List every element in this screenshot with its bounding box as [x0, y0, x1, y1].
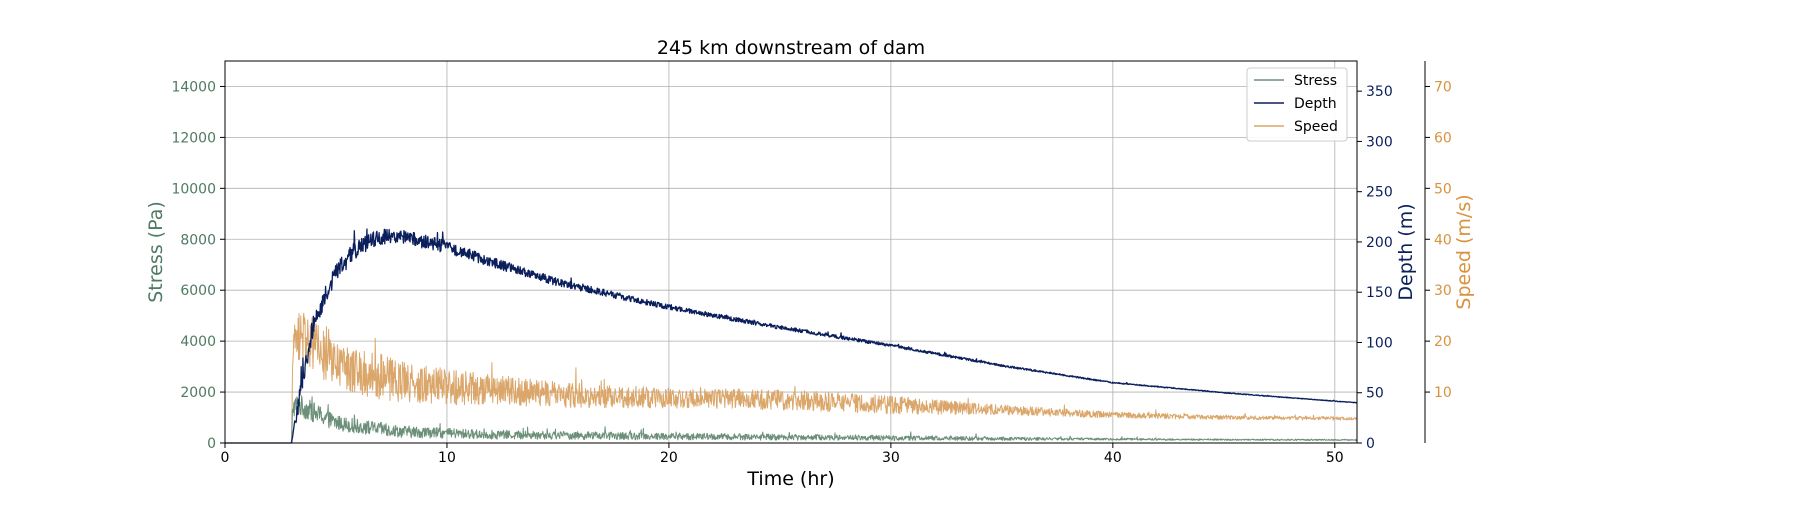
x-tick-label: 40	[1104, 450, 1122, 466]
stress-tick-label: 0	[207, 436, 216, 452]
legend-label-depth: Depth	[1294, 96, 1337, 112]
speed-tick-label: 60	[1434, 130, 1452, 146]
x-axis: 0 10 20 30 40 50	[221, 443, 1344, 466]
speed-axis-label: Speed (m/s)	[1453, 194, 1475, 309]
depth-tick-label: 100	[1366, 335, 1393, 351]
x-tick-label: 20	[660, 450, 678, 466]
stress-tick-label: 14000	[171, 79, 216, 95]
speed-tick-label: 30	[1434, 283, 1452, 299]
grid	[224, 61, 1357, 444]
depth-tick-label: 50	[1366, 386, 1384, 402]
series-line-speed	[224, 312, 1358, 444]
stress-axis-label: Stress (Pa)	[145, 201, 167, 303]
depth-tick-label: 0	[1366, 436, 1375, 452]
depth-tick-label: 150	[1366, 285, 1393, 301]
legend-label-stress: Stress	[1294, 73, 1337, 89]
speed-axis: 10 20 30 40 50 60 70	[1424, 61, 1452, 443]
speed-tick-label: 20	[1434, 334, 1452, 350]
speed-tick-label: 70	[1434, 79, 1452, 95]
legend-box	[1246, 67, 1348, 142]
depth-axis: 0 50 100 150 200 250 300 350	[1357, 84, 1393, 452]
legend: Stress Depth Speed	[1246, 67, 1348, 142]
depth-tick-label: 350	[1366, 84, 1393, 100]
chart-title: 245 km downstream of dam	[657, 37, 925, 59]
legend-label-speed: Speed	[1294, 119, 1338, 135]
stress-tick-label: 2000	[180, 385, 216, 401]
stress-tick-label: 6000	[180, 283, 216, 299]
x-tick-label: 50	[1326, 450, 1344, 466]
x-axis-label: Time (hr)	[746, 468, 834, 490]
x-tick-label: 10	[438, 450, 456, 466]
speed-tick-label: 40	[1434, 232, 1452, 248]
depth-tick-label: 200	[1366, 235, 1393, 251]
stress-axis: 0 2000 4000 6000 8000 10000 12000 14000	[171, 79, 225, 452]
series-line-depth	[224, 228, 1358, 444]
stress-tick-label: 10000	[171, 181, 216, 197]
plot-lines	[224, 228, 1358, 444]
speed-tick-label: 10	[1434, 385, 1452, 401]
stress-tick-label: 12000	[171, 130, 216, 146]
stress-tick-label: 4000	[180, 334, 216, 350]
depth-tick-label: 250	[1366, 185, 1393, 201]
speed-tick-label: 50	[1434, 181, 1452, 197]
depth-axis-label: Depth (m)	[1395, 203, 1417, 300]
x-tick-label: 30	[882, 450, 900, 466]
stress-tick-label: 8000	[180, 232, 216, 248]
depth-tick-label: 300	[1366, 134, 1393, 150]
series-line-stress	[224, 395, 1358, 444]
plot-frame	[224, 60, 1358, 444]
x-tick-label: 0	[221, 450, 230, 466]
